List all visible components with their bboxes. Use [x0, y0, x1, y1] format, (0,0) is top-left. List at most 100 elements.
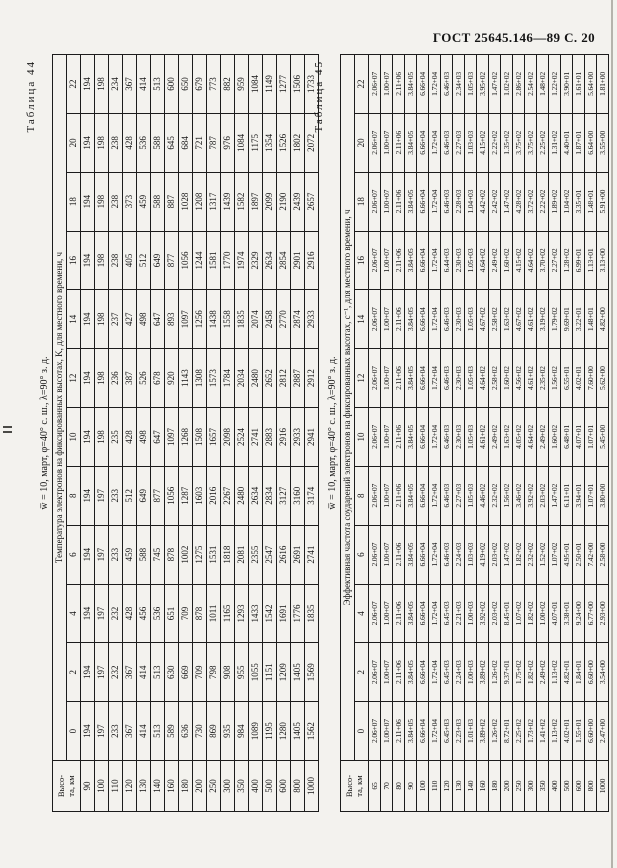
value-cell: 3.13+00	[596, 231, 609, 290]
value-cell: 1.87+01	[572, 113, 585, 173]
value-cell: 2.11+06	[392, 172, 405, 232]
value-cell: 2.22+02	[488, 113, 501, 173]
value-cell: 367	[122, 701, 137, 761]
value-cell: 1.48+01	[584, 172, 597, 232]
value-cell: 198	[94, 172, 109, 232]
time-header-cell: 14	[66, 289, 81, 349]
value-cell: 2691	[290, 525, 305, 585]
table-row: 100 6.66+04 6.66+04 6.66+04 6.66+04 6.66+04 6.…	[416, 54, 429, 812]
value-cell: 1165	[220, 584, 235, 643]
table-row: 80 2.11+06 2.11+06 2.11+06 2.11+06 2.11+06 2.1…	[392, 54, 405, 812]
value-cell: 1097	[178, 289, 193, 349]
value-cell: 428	[122, 113, 137, 173]
table-row: 180 636 669 709 1002 1287 1268 1143 1097 1056 1028…	[178, 54, 193, 812]
value-cell: 1.05+03	[464, 54, 477, 114]
value-cell: 1.07+01	[584, 407, 597, 467]
value-cell: 2081	[234, 525, 249, 585]
table-row: 400 1089 1055 1433 2355 2634 2741 2480 2074 2329 1…	[248, 54, 263, 812]
value-cell: 1.81+00	[596, 54, 609, 114]
table-44-subtitle: w̅ = 10, март, φ=40° с. ш., λ=90° з. д.	[39, 356, 50, 510]
table-row: 350 1.41+02 2.49+02 1.00+02 1.52+02 2.03+02 2.…	[536, 54, 549, 812]
value-cell: 1293	[234, 584, 249, 643]
height-cell: 250	[206, 760, 221, 812]
value-cell: 2.06+07	[368, 407, 381, 467]
value-cell: 2.47+00	[596, 701, 609, 761]
value-cell: 1581	[206, 231, 221, 290]
table-row: 500 1195 1151 1542 2547 2834 2883 2652 2458 2634 2…	[262, 54, 277, 812]
value-cell: 1508	[192, 407, 207, 467]
value-cell: 1.07+01	[584, 466, 597, 526]
value-cell: 2634	[248, 466, 263, 526]
value-cell: 6.60+00	[584, 701, 597, 761]
value-cell: 8.72+01	[500, 701, 513, 761]
value-cell: 1.02+02	[500, 54, 513, 114]
value-cell: 4.07+01	[548, 584, 561, 643]
value-cell: 6.46+03	[440, 348, 453, 408]
value-cell: 3.72+02	[524, 172, 537, 232]
electron-temperature-table: Высо- та, км Температура электронов на ф…	[52, 54, 319, 812]
value-cell: 1.47+02	[488, 54, 501, 114]
table-row: 400 1.13+02 1.13+02 4.07+01 1.07+02 1.47+02 1.…	[548, 54, 561, 812]
height-cell: 110	[428, 760, 441, 812]
value-cell: 869	[206, 701, 221, 761]
value-cell: 233	[108, 701, 123, 761]
value-cell: 3.75+02	[512, 113, 525, 173]
value-cell: 6.44+03	[440, 231, 453, 290]
value-cell: 1056	[164, 466, 179, 526]
height-cell: 160	[164, 760, 179, 812]
value-cell: 367	[122, 642, 137, 702]
value-cell: 1256	[192, 289, 207, 349]
value-cell: 7.42+00	[584, 525, 597, 585]
value-cell: 194	[80, 525, 95, 585]
height-cell: 800	[290, 760, 305, 812]
value-cell: 878	[192, 584, 207, 643]
value-cell: 1657	[206, 407, 221, 467]
value-cell: 5.91+00	[596, 172, 609, 232]
value-cell: 4.15+02	[512, 231, 525, 290]
value-cell: 1.82+02	[512, 525, 525, 585]
value-cell: 1.72+04	[428, 407, 441, 467]
value-cell: 194	[80, 231, 95, 290]
value-cell: 498	[136, 289, 151, 349]
scan-artifact	[3, 426, 12, 428]
value-cell: 2.27+02	[548, 231, 561, 290]
value-cell: 198	[94, 231, 109, 290]
value-cell: 1.72+04	[428, 54, 441, 114]
value-cell: 1089	[248, 701, 263, 761]
value-cell: 2.11+06	[392, 289, 405, 349]
height-cell: 400	[248, 760, 263, 812]
value-cell: 1.00+07	[380, 348, 393, 408]
value-cell: 1.05+03	[464, 466, 477, 526]
corner-line-2: та, км	[65, 775, 76, 797]
value-cell: 2.30+03	[452, 407, 465, 467]
value-cell: 2.11+06	[392, 642, 405, 702]
value-cell: 647	[150, 289, 165, 349]
value-cell: 1.61+01	[572, 54, 585, 114]
value-cell: 2.06+07	[368, 466, 381, 526]
value-cell: 3.84+05	[404, 113, 417, 173]
value-cell: 2.11+06	[392, 701, 405, 761]
value-cell: 1.72+04	[428, 113, 441, 173]
value-cell: 6.45+03	[440, 701, 453, 761]
value-cell: 2.32+02	[524, 525, 537, 585]
value-cell: 1151	[262, 642, 277, 702]
value-cell: 6.60+00	[584, 642, 597, 702]
value-cell: 2.06+07	[368, 348, 381, 408]
value-cell: 4.02+01	[572, 348, 585, 408]
value-cell: 1603	[192, 466, 207, 526]
value-cell: 1143	[178, 348, 193, 408]
value-cell: 1244	[192, 231, 207, 290]
table-row: 350 984 955 1293 2081 2480 2524 2034 1835 1974 158…	[234, 54, 249, 812]
value-cell: 1277	[276, 54, 291, 114]
value-cell: 1208	[192, 172, 207, 232]
height-cell: 65	[368, 760, 381, 812]
table-row: 110 233 232 232 233 233 235 236 237 238 238 238 234	[108, 54, 123, 812]
value-cell: 2933	[290, 407, 305, 467]
span-header-row: Высо- та, км Температура электронов на ф…	[52, 54, 81, 812]
value-cell: 1.82+02	[524, 642, 537, 702]
time-header-cell: 6	[354, 525, 369, 585]
height-cell: 100	[94, 760, 109, 812]
value-cell: 3.38+01	[560, 584, 573, 643]
value-cell: 2.23+03	[452, 701, 465, 761]
height-cell: 300	[220, 760, 235, 812]
